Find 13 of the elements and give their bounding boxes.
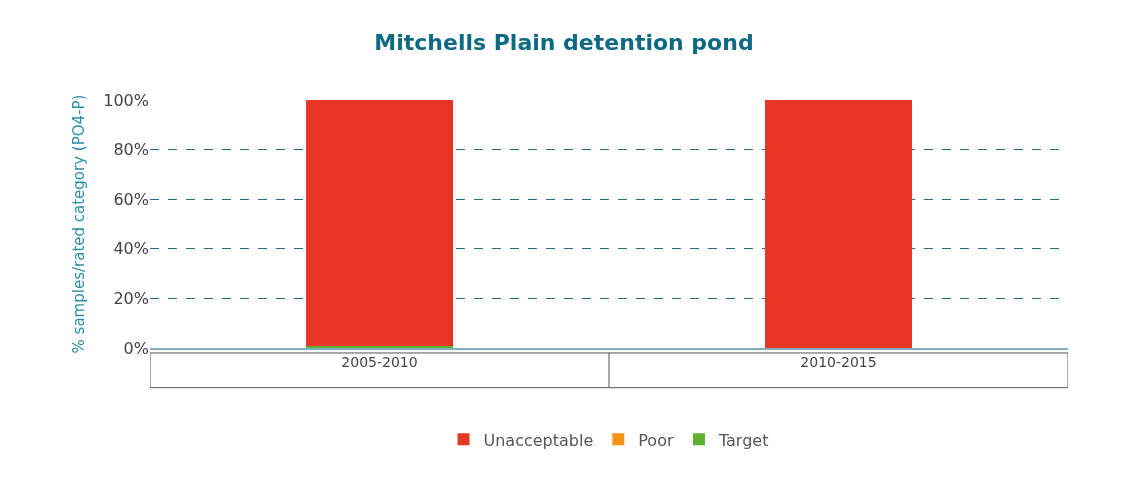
legend-label: Unacceptable <box>483 430 594 450</box>
x-tick-label: 2010-2015 <box>800 353 877 370</box>
y-tick-label: 20% <box>113 289 149 308</box>
y-tick-label: 80% <box>113 140 149 160</box>
y-tick-label: 40% <box>113 239 149 259</box>
y-tick-label: 60% <box>113 189 149 209</box>
chart-title: Mitchells Plain detention pond <box>374 29 754 55</box>
x-tick-label: 2005-2010 <box>341 353 418 370</box>
y-axis-title: % samples/rated category (PO4-P) <box>69 94 88 354</box>
legend-label: Poor <box>638 430 674 450</box>
y-tick-label: 0% <box>123 338 149 358</box>
legend-label: Target <box>717 430 769 450</box>
y-tick-label: 100% <box>103 90 149 110</box>
